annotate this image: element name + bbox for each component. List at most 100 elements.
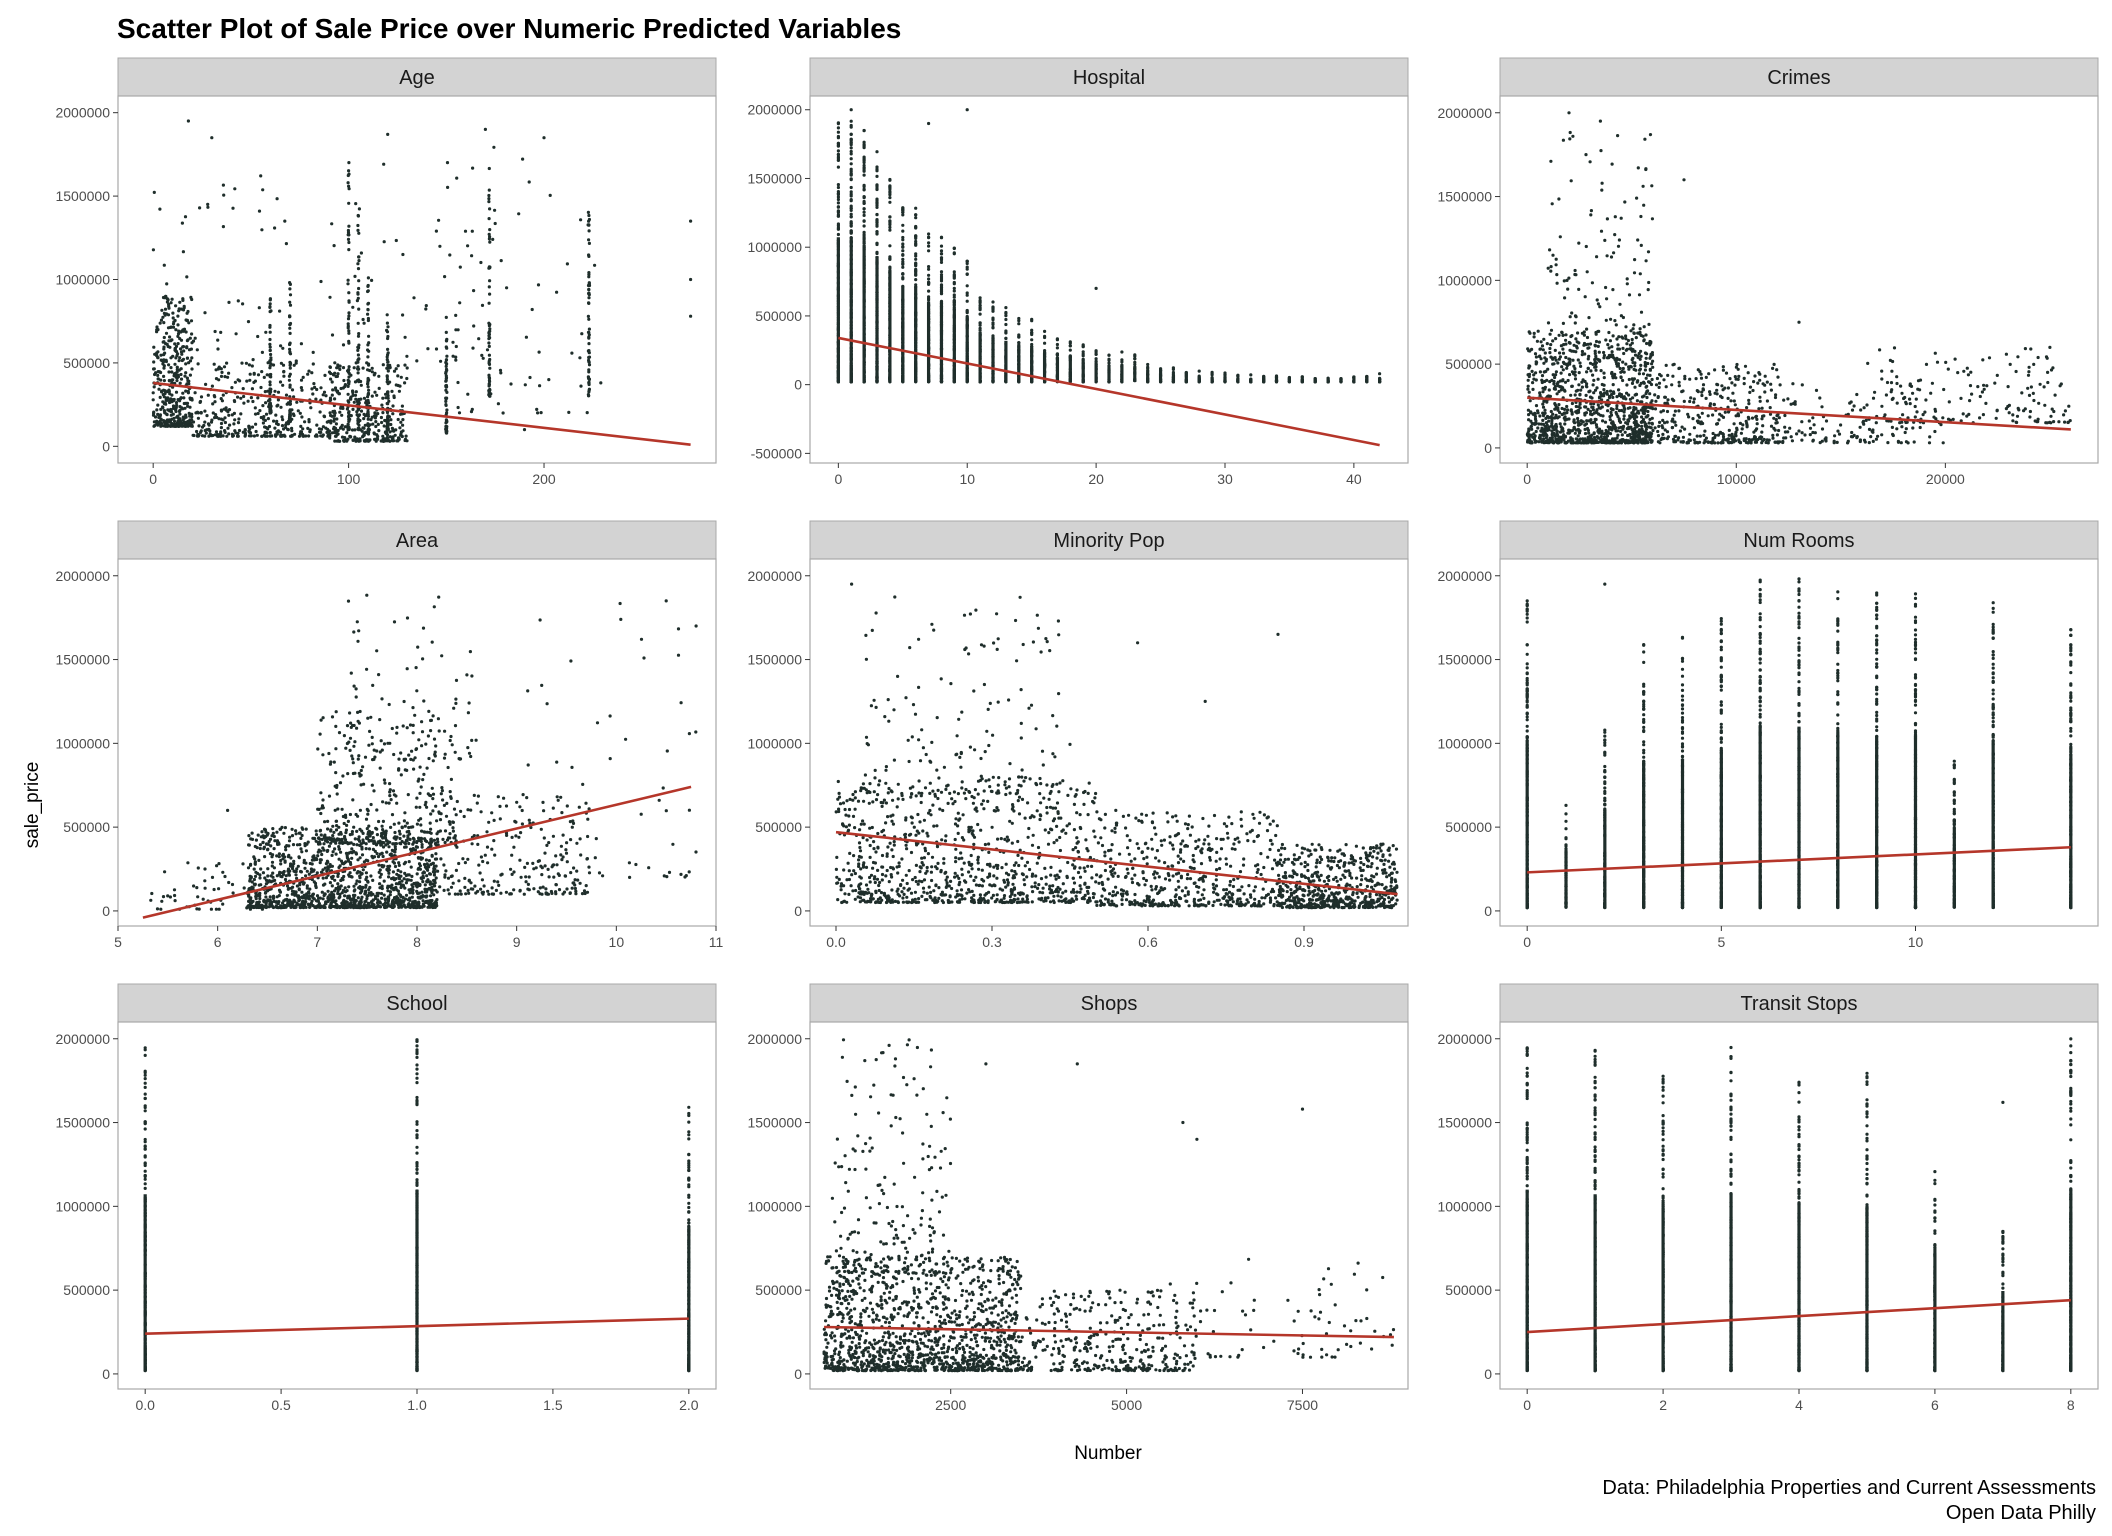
data-point	[939, 260, 944, 264]
data-point	[181, 407, 185, 411]
data-point	[939, 244, 944, 248]
data-point	[196, 416, 200, 420]
data-point	[340, 413, 344, 417]
data-point	[849, 192, 853, 196]
data-point	[888, 302, 892, 306]
data-point	[347, 201, 351, 205]
data-point	[444, 403, 448, 407]
data-point	[978, 340, 982, 344]
data-point	[991, 375, 995, 379]
data-point	[587, 363, 592, 367]
data-point	[1607, 427, 1612, 431]
data-point	[276, 390, 281, 394]
data-point	[295, 400, 299, 404]
data-point	[586, 210, 591, 214]
data-point	[862, 270, 866, 274]
data-point	[288, 314, 292, 319]
data-point	[200, 434, 205, 438]
data-point	[888, 367, 892, 371]
data-point	[1638, 357, 1642, 361]
data-point	[1532, 377, 1536, 381]
data-point	[862, 224, 866, 228]
data-point	[849, 369, 853, 373]
data-point	[319, 386, 323, 390]
data-point	[366, 316, 370, 321]
data-point	[1542, 361, 1546, 365]
data-point	[396, 417, 400, 422]
data-point	[404, 434, 408, 438]
data-point	[1576, 358, 1580, 362]
data-point	[346, 427, 350, 431]
data-point	[379, 415, 383, 420]
data-point	[276, 422, 280, 427]
data-point	[836, 130, 841, 134]
data-point	[167, 363, 171, 367]
data-point	[347, 371, 351, 375]
data-point	[332, 419, 336, 423]
data-point	[1030, 319, 1034, 323]
data-point	[1596, 436, 1601, 440]
data-point	[1648, 368, 1652, 372]
data-point	[1197, 379, 1201, 384]
data-point	[952, 299, 956, 303]
data-point	[381, 396, 385, 400]
data-point	[862, 347, 866, 351]
data-point	[1566, 431, 1570, 435]
data-point	[927, 379, 931, 383]
data-point	[939, 324, 944, 328]
data-point	[1591, 383, 1595, 387]
data-point	[369, 418, 373, 422]
data-point	[1030, 347, 1034, 351]
data-point	[1558, 430, 1563, 434]
data-point	[914, 292, 918, 296]
data-point	[329, 377, 333, 381]
data-point	[1540, 374, 1545, 378]
data-point	[366, 302, 370, 306]
data-point	[1171, 366, 1175, 370]
data-point	[1586, 441, 1590, 445]
data-point	[311, 362, 315, 366]
data-point	[248, 378, 252, 382]
data-point	[268, 342, 272, 346]
data-point	[499, 371, 503, 375]
data-point	[356, 334, 361, 338]
data-point	[328, 411, 332, 415]
data-point	[1615, 404, 1619, 408]
data-point	[356, 417, 360, 421]
data-point	[164, 398, 168, 402]
data-point	[1596, 344, 1600, 348]
data-point	[1538, 347, 1542, 351]
data-point	[1581, 437, 1585, 441]
data-point	[366, 378, 370, 382]
data-point	[151, 398, 155, 402]
data-point	[888, 223, 892, 227]
data-point	[185, 382, 189, 386]
data-point	[862, 159, 866, 163]
data-point	[319, 427, 324, 431]
data-point	[374, 424, 378, 429]
data-point	[1120, 350, 1124, 354]
data-point	[862, 166, 866, 170]
data-point	[1591, 373, 1595, 377]
data-point	[306, 426, 310, 430]
data-point	[965, 334, 969, 338]
data-point	[901, 229, 905, 233]
data-point	[1068, 344, 1072, 348]
data-point	[1632, 408, 1636, 412]
data-point	[268, 434, 272, 438]
data-point	[488, 327, 492, 331]
data-point	[181, 345, 185, 349]
data-point	[1534, 371, 1538, 375]
data-point	[1609, 410, 1613, 415]
data-point	[901, 235, 905, 240]
data-point	[862, 263, 866, 267]
data-point	[1541, 422, 1546, 426]
data-point	[836, 141, 841, 145]
data-point	[927, 312, 931, 316]
data-point	[509, 382, 513, 386]
data-point	[1017, 335, 1021, 339]
data-point	[952, 270, 956, 274]
data-point	[1586, 428, 1590, 432]
data-point	[1536, 409, 1540, 413]
data-point	[927, 341, 931, 345]
